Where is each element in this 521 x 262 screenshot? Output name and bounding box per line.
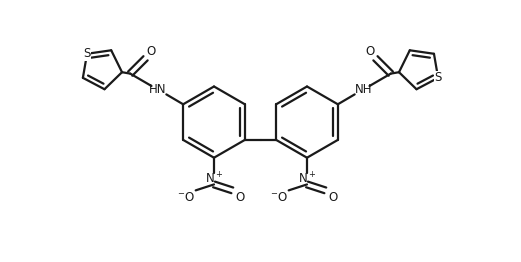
Text: O: O — [366, 45, 375, 58]
Text: O: O — [235, 191, 244, 204]
Text: $^{-}$O: $^{-}$O — [270, 191, 288, 204]
Text: $^{-}$O: $^{-}$O — [177, 191, 195, 204]
Text: O: O — [146, 45, 155, 58]
Text: S: S — [435, 71, 442, 84]
Text: HN: HN — [148, 83, 166, 96]
Text: S: S — [83, 47, 91, 60]
Text: N$^+$: N$^+$ — [205, 171, 224, 186]
Text: NH: NH — [355, 83, 373, 96]
Text: O: O — [328, 191, 338, 204]
Text: N$^+$: N$^+$ — [297, 171, 316, 186]
